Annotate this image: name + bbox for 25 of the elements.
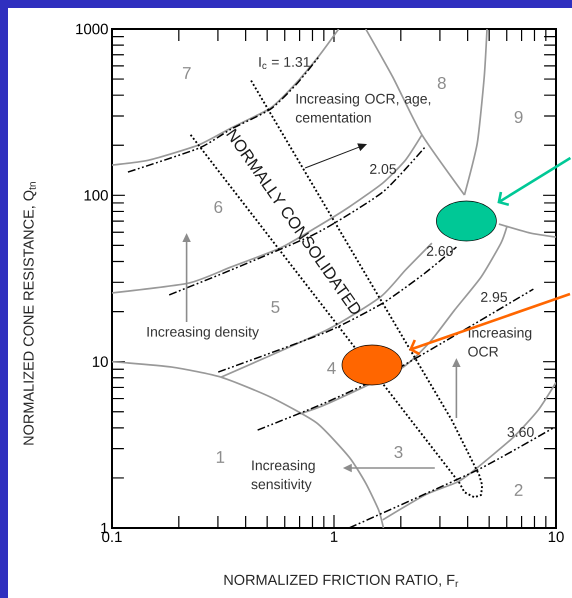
annotation: 6 xyxy=(214,200,222,214)
annotation: 2 xyxy=(514,484,522,496)
annotation: 2.95 xyxy=(481,292,508,302)
y-tick-label: 100 xyxy=(84,190,108,201)
y-tick-label: 10 xyxy=(92,356,108,367)
annotation: 7 xyxy=(182,67,191,79)
annotation: 1 xyxy=(216,451,224,463)
annotation: Increasing sensitivity xyxy=(251,460,315,492)
annotation: 8 xyxy=(438,76,446,90)
annotation: 9 xyxy=(514,110,523,124)
x-tick-label: 1 xyxy=(330,532,338,542)
annotation: Increasing OCR, age, cementation xyxy=(296,93,430,123)
annotation: 5 xyxy=(271,301,280,313)
annotation: Increasing density xyxy=(147,326,259,340)
annotation: 3.60 xyxy=(508,427,534,437)
x-tick-label: 10 xyxy=(548,532,564,542)
annotation: 2.05 xyxy=(370,164,396,174)
annotation: 3 xyxy=(394,446,402,458)
y-tick-label: 1000 xyxy=(76,24,108,34)
annotation: Increasing OCR xyxy=(468,327,532,357)
x-axis-title: NORMALIZED FRICTION RATIO, F$_{r}$ xyxy=(224,574,458,588)
annotation: I$_{c}$ = 1.31 xyxy=(259,56,310,70)
y-axis-title: NORMALIZED CONE RESISTANCE, Q$_{tn}$ xyxy=(23,182,36,445)
annotation: 2.60 xyxy=(426,246,453,256)
annotation: 4 xyxy=(327,362,336,374)
